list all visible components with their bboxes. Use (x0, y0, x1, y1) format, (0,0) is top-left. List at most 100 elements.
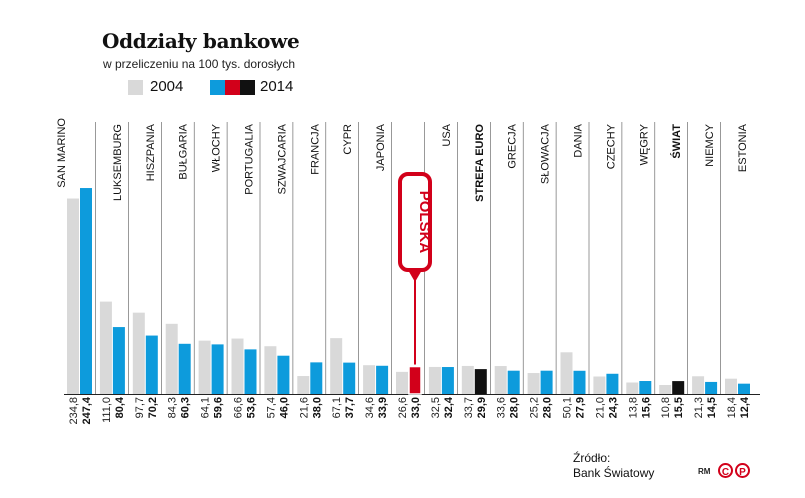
category-label-polska: POLSKA (416, 191, 433, 254)
value-label-2014-szwajcaria: 46,0 (278, 397, 290, 418)
bar-2004-usa (428, 366, 441, 394)
legend-label-2014: 2014 (260, 78, 294, 95)
value-label-2014-dania: 27,9 (575, 397, 587, 418)
bar-2004-hiszpania (132, 312, 145, 394)
bar-2004-dania (560, 352, 573, 394)
bar-2014-san-marino (80, 188, 92, 394)
bar-2014-estonia (738, 383, 750, 394)
bar-2004-włochy (198, 340, 211, 394)
bar-2014-słowacja (540, 370, 553, 394)
chart-subtitle: w przeliczeniu na 100 tys. dorosłych (103, 57, 296, 71)
value-label-2014-francja: 38,0 (311, 397, 323, 418)
bar-2014-japonia (376, 365, 389, 394)
bar-2004-słowacja (527, 373, 540, 394)
value-label-2004-usa: 32,5 (430, 397, 442, 418)
bar-2014-portugalia (244, 349, 257, 394)
bar-2014-cypr (343, 362, 356, 394)
category-label-japonia: JAPONIA (375, 123, 387, 171)
category-label-strefa-euro: STREFA EURO (474, 124, 486, 202)
category-label-czechy: CZECHY (605, 123, 617, 169)
bar-2014-czechy (606, 373, 619, 394)
bar-2004-polska (396, 371, 408, 394)
value-label-2004-luksemburg: 111,0 (101, 397, 113, 423)
publisher-logo-p: P (735, 463, 750, 478)
value-label-2004-węgry: 13,8 (627, 397, 639, 418)
bar-2004-japonia (363, 365, 376, 394)
bar-2004-estonia (725, 378, 737, 394)
source-label: Źródło: (573, 451, 611, 465)
bar-2014-bułgaria (178, 343, 191, 394)
value-label-2014-czechy: 24,3 (607, 397, 619, 418)
legend-label-2004: 2004 (150, 78, 184, 95)
value-label-2014-bułgaria: 60,3 (180, 397, 192, 418)
legend-swatch-2014-red (225, 80, 240, 95)
category-label-szwajcaria: SZWAJCARIA (276, 123, 288, 194)
legend-swatch-2014-blue (210, 80, 225, 95)
value-label-2004-dania: 50,1 (562, 397, 574, 418)
bar-2004-san-marino (67, 198, 79, 394)
value-label-2014-strefa-euro: 29,9 (476, 397, 488, 418)
source-name: Bank Światowy (573, 466, 655, 480)
chart-title: Oddziały bankowe (102, 29, 300, 53)
bar-2004-świat (659, 385, 672, 394)
value-label-2004-niemcy: 21,3 (693, 397, 705, 418)
bar-2014-usa (441, 367, 454, 394)
bar-2014-strefa-euro (474, 369, 487, 394)
value-label-2004-hiszpania: 97,7 (134, 397, 146, 418)
value-label-2014-portugalia: 53,6 (246, 397, 258, 418)
value-label-2014-słowacja: 28,0 (542, 397, 554, 418)
bar-2004-szwajcaria (264, 346, 277, 394)
bar-2004-strefa-euro (461, 365, 474, 394)
category-label-hiszpania: HISZPANIA (145, 123, 157, 181)
callout-arrow (408, 270, 422, 282)
category-label-grecja: GRECJA (507, 123, 519, 168)
value-label-2004-portugalia: 66,6 (233, 397, 245, 418)
category-label-bułgaria: BUŁGARIA (178, 123, 190, 179)
bar-2004-węgry (626, 382, 639, 394)
value-label-2004-włochy: 64,1 (200, 397, 212, 418)
value-label-2014-grecja: 28,0 (509, 397, 521, 418)
category-label-usa: USA (441, 123, 453, 146)
value-label-2014-włochy: 59,6 (213, 397, 225, 418)
value-label-2014-luksemburg: 80,4 (114, 396, 126, 418)
legend-swatch-2014-black (240, 80, 255, 95)
bar-2014-francja (310, 362, 323, 394)
value-label-2014-japonia: 33,9 (377, 397, 389, 418)
value-label-2004-świat: 10,8 (660, 397, 672, 418)
category-label-węgry: WĘGRY (638, 123, 650, 165)
publisher-logo-c: C (718, 463, 733, 478)
value-label-2004-słowacja: 25,2 (529, 397, 541, 418)
bar-2014-świat (672, 381, 685, 394)
category-label-słowacja: SŁOWACJA (540, 123, 552, 184)
value-label-2014-polska: 33,0 (410, 397, 422, 418)
value-label-2004-grecja: 33,6 (496, 397, 508, 418)
bar-2004-portugalia (231, 338, 244, 394)
category-label-san-marino: SAN MARINO (56, 118, 68, 188)
bar-2004-francja (297, 376, 310, 394)
value-label-2004-czechy: 21,0 (594, 397, 606, 418)
bar-2004-czechy (593, 376, 606, 394)
bar-2014-szwajcaria (277, 355, 290, 394)
source-note: Źródło: Bank Światowy (573, 451, 654, 481)
value-label-2014-estonia: 12,4 (739, 396, 751, 418)
value-label-2004-cypr: 67,1 (331, 397, 343, 418)
bar-2014-dania (573, 370, 586, 394)
bar-2004-bułgaria (165, 323, 178, 394)
bar-2014-luksemburg (112, 327, 125, 394)
value-label-2004-francja: 21,6 (298, 397, 310, 418)
bar-2004-luksemburg (99, 301, 112, 394)
bar-2014-niemcy (705, 381, 718, 394)
value-label-2004-san-marino: 234,8 (68, 397, 80, 425)
value-label-2014-san-marino: 247,4 (81, 396, 93, 424)
category-label-luksemburg: LUKSEMBURG (112, 124, 124, 201)
value-label-2014-świat: 15,5 (673, 397, 685, 418)
bar-2014-węgry (639, 381, 652, 394)
bar-2004-cypr (330, 338, 343, 394)
value-label-2014-usa: 32,4 (443, 396, 455, 418)
category-label-niemcy: NIEMCY (704, 123, 716, 166)
bar-2014-włochy (211, 344, 224, 394)
category-label-dania: DANIA (573, 123, 585, 157)
legend-swatch-2004 (128, 80, 143, 95)
